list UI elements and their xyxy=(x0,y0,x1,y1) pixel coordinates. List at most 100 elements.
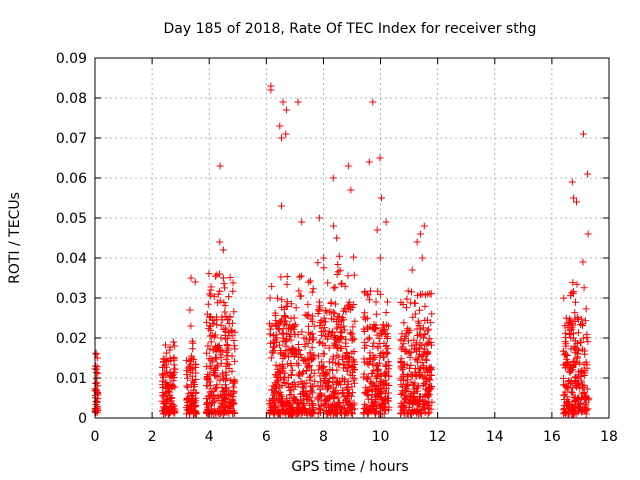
data-point xyxy=(321,327,329,335)
data-point xyxy=(423,348,431,356)
y-tick-label: 0.07 xyxy=(56,131,87,147)
data-point xyxy=(344,391,352,399)
data-point xyxy=(332,386,340,394)
data-point xyxy=(571,309,579,317)
data-point xyxy=(282,106,290,114)
data-point xyxy=(376,386,384,394)
data-point xyxy=(373,373,381,381)
x-tick-label: 2 xyxy=(148,429,157,445)
data-point xyxy=(204,300,212,308)
data-point xyxy=(284,360,292,368)
data-point xyxy=(424,402,432,410)
data-point xyxy=(218,347,226,355)
data-point xyxy=(400,360,408,368)
data-point xyxy=(276,388,284,396)
data-point xyxy=(286,324,294,332)
data-point xyxy=(163,408,171,416)
data-point xyxy=(350,271,358,279)
data-point xyxy=(407,397,415,405)
data-point xyxy=(415,319,423,327)
data-point xyxy=(288,410,296,418)
data-point xyxy=(229,287,237,295)
data-point xyxy=(397,357,405,365)
data-point xyxy=(267,354,275,362)
data-point xyxy=(293,400,301,408)
data-point xyxy=(418,352,426,360)
data-point xyxy=(563,351,571,359)
data-point xyxy=(221,302,229,310)
data-point xyxy=(297,272,305,280)
data-point xyxy=(411,365,419,373)
data-point xyxy=(583,385,591,393)
data-point xyxy=(337,329,345,337)
x-tick-label: 12 xyxy=(429,429,447,445)
data-point xyxy=(567,345,575,353)
data-point xyxy=(370,366,378,374)
data-point xyxy=(360,355,368,363)
data-point xyxy=(326,366,334,374)
data-point xyxy=(314,259,322,267)
data-point xyxy=(573,280,581,288)
data-point xyxy=(583,364,591,372)
data-point xyxy=(293,359,301,367)
data-point xyxy=(169,338,177,346)
data-point xyxy=(377,370,385,378)
data-point xyxy=(418,254,426,262)
data-point xyxy=(187,322,195,330)
data-point xyxy=(298,328,306,336)
data-point xyxy=(317,397,325,405)
data-point xyxy=(566,368,574,376)
data-point xyxy=(294,98,302,106)
data-point xyxy=(424,410,432,418)
data-point xyxy=(295,409,303,417)
data-point xyxy=(569,334,577,342)
data-point xyxy=(346,371,354,379)
data-point xyxy=(230,342,238,350)
data-point xyxy=(332,300,340,308)
data-point xyxy=(382,342,390,350)
data-point xyxy=(166,372,174,380)
data-point xyxy=(582,392,590,400)
data-point xyxy=(93,379,101,387)
data-point xyxy=(165,394,173,402)
data-point xyxy=(211,331,219,339)
data-point xyxy=(183,371,191,379)
data-point xyxy=(365,405,373,413)
data-point xyxy=(210,292,218,300)
data-point xyxy=(360,313,368,321)
data-point xyxy=(182,356,190,364)
data-point xyxy=(161,341,169,349)
data-point xyxy=(567,405,575,413)
data-point xyxy=(378,396,386,404)
data-point xyxy=(166,373,174,381)
data-point xyxy=(570,194,578,202)
data-point xyxy=(188,372,196,380)
data-point xyxy=(361,289,369,297)
data-point xyxy=(369,98,377,106)
data-point xyxy=(567,362,575,370)
data-point xyxy=(185,390,193,398)
data-point xyxy=(316,318,324,326)
data-point xyxy=(570,357,578,365)
data-point xyxy=(222,371,230,379)
data-point xyxy=(417,332,425,340)
data-point xyxy=(227,391,235,399)
data-point xyxy=(287,362,295,370)
data-point xyxy=(306,335,314,343)
data-point xyxy=(159,370,167,378)
data-point xyxy=(385,403,393,411)
data-point xyxy=(364,408,372,416)
data-point xyxy=(303,390,311,398)
data-point xyxy=(329,329,337,337)
data-point xyxy=(404,381,412,389)
data-point xyxy=(160,358,168,366)
data-point xyxy=(397,298,405,306)
data-point xyxy=(561,408,569,416)
y-tick-label: 0.06 xyxy=(56,171,87,187)
data-point xyxy=(204,392,212,400)
data-point xyxy=(364,335,372,343)
data-point xyxy=(299,379,307,387)
data-point xyxy=(266,294,274,302)
data-point xyxy=(344,162,352,170)
data-point xyxy=(267,86,275,94)
